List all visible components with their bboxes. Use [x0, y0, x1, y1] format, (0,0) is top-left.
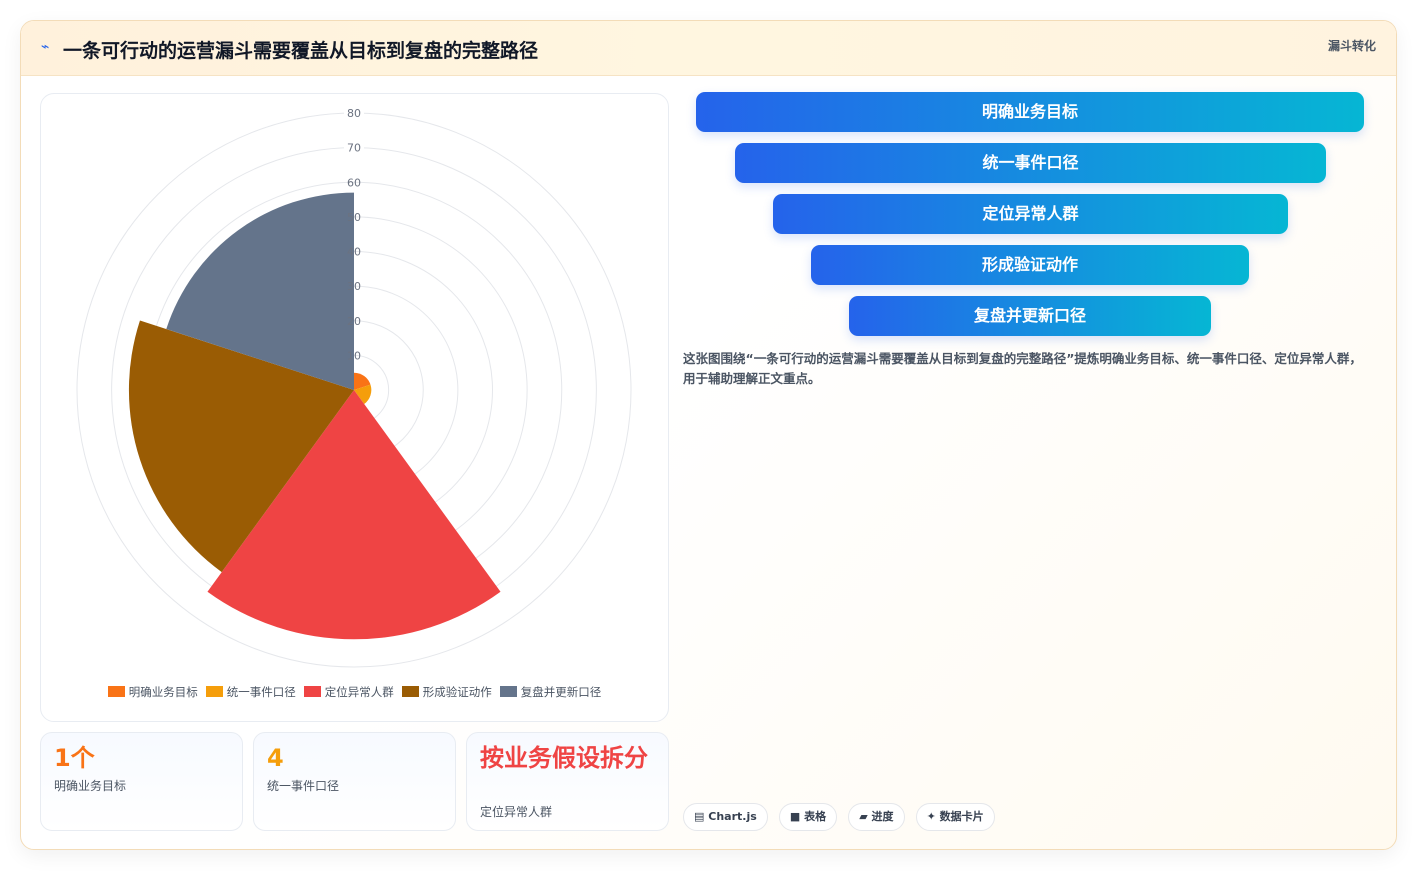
- polar-slice-5[interactable]: [166, 192, 354, 390]
- chart-panel: 10 20 30 40 50 60 70 80 明确业务目标 统一事件口径 定位异常人群 形成验证动…: [40, 93, 669, 722]
- card-header: ⌁ 一条可行动的运营漏斗需要覆盖从目标到复盘的完整路径 漏斗转化: [21, 21, 1396, 76]
- legend-swatch: [205, 686, 223, 697]
- stat-label: 统一事件口径: [267, 779, 340, 793]
- polar-slice-1[interactable]: [354, 372, 371, 390]
- funnel-stage-4: 形成验证动作: [811, 245, 1249, 285]
- polar-slice-3[interactable]: [207, 390, 501, 640]
- r-tick-label: 80: [347, 107, 361, 120]
- r-tick-label: 50: [347, 211, 361, 224]
- funnel-stage-1: 明确业务目标: [696, 92, 1364, 132]
- polar-slice-4[interactable]: [128, 320, 354, 573]
- chip-label: Chart.js: [708, 810, 757, 823]
- chip-label: 进度: [871, 810, 894, 823]
- chart-icon: ▤: [694, 810, 705, 823]
- stat-label: 明确业务目标: [54, 779, 127, 793]
- legend-item[interactable]: 明确业务目标: [107, 684, 198, 700]
- stat-card-goal: 1个 明确业务目标: [40, 732, 243, 831]
- legend-label: 定位异常人群: [324, 685, 394, 699]
- funnel-stage-2: 统一事件口径: [735, 143, 1326, 183]
- r-tick-label: 30: [347, 280, 361, 293]
- sparkle-icon: ✦: [926, 810, 936, 823]
- legend-label: 统一事件口径: [226, 685, 296, 699]
- r-tick-label: 40: [347, 246, 361, 259]
- progress-icon: ▰: [859, 810, 868, 823]
- page-title: 一条可行动的运营漏斗需要覆盖从目标到复盘的完整路径: [63, 40, 539, 62]
- legend-swatch: [303, 686, 321, 697]
- stat-value: 4: [267, 744, 284, 772]
- legend-item[interactable]: 统一事件口径: [205, 684, 296, 700]
- legend-swatch: [107, 686, 125, 697]
- chip-progress[interactable]: ▰ 进度: [848, 803, 905, 831]
- polar-slice-2[interactable]: [354, 384, 372, 405]
- stat-card-events: 4 统一事件口径: [253, 732, 456, 831]
- polar-area-chart: 10 20 30 40 50 60 70 80: [76, 106, 632, 668]
- card: ⌁ 一条可行动的运营漏斗需要覆盖从目标到复盘的完整路径 漏斗转化 10 20 30 4…: [20, 20, 1397, 850]
- r-tick-label: 10: [347, 349, 361, 362]
- table-icon: ■: [789, 810, 801, 823]
- r-tick-label: 60: [347, 176, 361, 189]
- tag-chips: ▤ Chart.js ■ 表格 ▰ 进度 ✦ 数据卡片: [683, 803, 1001, 831]
- funnel-stage-5: 复盘并更新口径: [849, 296, 1211, 336]
- r-tick-label: 70: [347, 142, 361, 155]
- legend-label: 明确业务目标: [128, 685, 198, 699]
- stat-label: 定位异常人群: [480, 805, 553, 819]
- legend-swatch: [401, 686, 419, 697]
- description-text: 这张图围绕“一条可行动的运营漏斗需要覆盖从目标到复盘的完整路径”提炼明确业务目标…: [683, 351, 1362, 386]
- category-tag: 漏斗转化: [1327, 39, 1376, 53]
- chip-chartjs[interactable]: ▤ Chart.js: [683, 803, 768, 831]
- stat-value: 1个: [54, 744, 95, 772]
- legend-label: 形成验证动作: [422, 685, 492, 699]
- chart-legend: 明确业务目标 统一事件口径 定位异常人群 形成验证动作 复盘并更新口径: [41, 684, 668, 700]
- stat-value: 按业务假设拆分: [480, 744, 648, 772]
- r-tick-label: 20: [347, 315, 361, 328]
- chip-label: 表格: [804, 810, 827, 823]
- legend-swatch: [499, 686, 517, 697]
- tick-label-backdrop: [344, 140, 364, 154]
- tick-label-backdrop: [344, 106, 364, 119]
- stat-card-segment: 按业务假设拆分 定位异常人群: [466, 732, 669, 831]
- chip-table[interactable]: ■ 表格: [778, 803, 838, 831]
- legend-item[interactable]: 复盘并更新口径: [499, 684, 602, 700]
- chip-data-card[interactable]: ✦ 数据卡片: [915, 803, 995, 831]
- legend-item[interactable]: 定位异常人群: [303, 684, 394, 700]
- legend-item[interactable]: 形成验证动作: [401, 684, 492, 700]
- funnel-stage-3: 定位异常人群: [773, 194, 1288, 234]
- chip-label: 数据卡片: [939, 810, 984, 823]
- legend-label: 复盘并更新口径: [520, 685, 602, 699]
- lightning-icon: ⌁: [41, 39, 50, 55]
